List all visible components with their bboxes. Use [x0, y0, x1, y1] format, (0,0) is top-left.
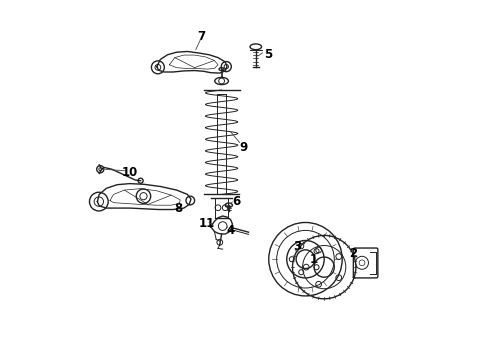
Text: 8: 8 [174, 202, 182, 215]
Text: 3: 3 [293, 240, 301, 253]
Text: 9: 9 [239, 141, 247, 154]
Text: 7: 7 [198, 30, 206, 42]
Text: 11: 11 [199, 217, 215, 230]
Text: 4: 4 [226, 224, 235, 237]
Text: 5: 5 [264, 48, 272, 60]
Text: 10: 10 [122, 166, 138, 179]
Text: 2: 2 [349, 247, 357, 260]
Text: 1: 1 [309, 253, 318, 266]
Text: 6: 6 [232, 195, 240, 208]
